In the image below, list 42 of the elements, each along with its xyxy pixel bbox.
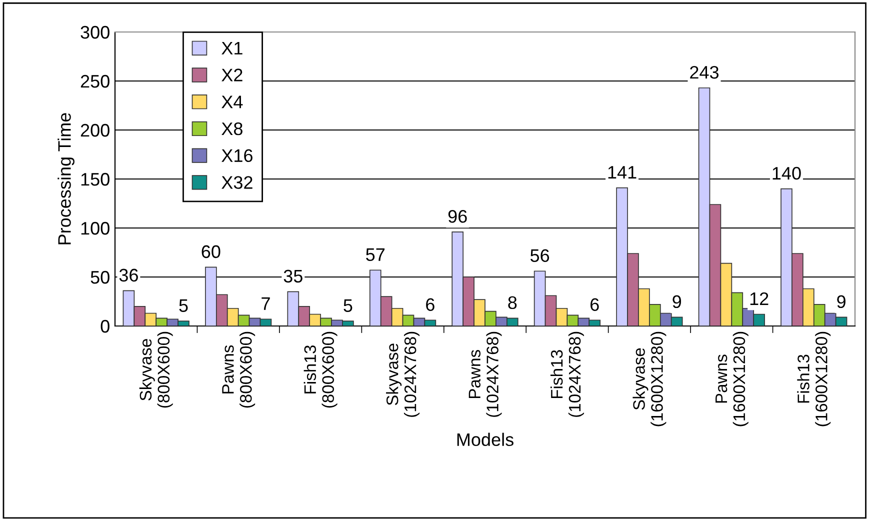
- legend-label: X32: [222, 176, 252, 189]
- y-tick-label: 200: [80, 124, 110, 137]
- data-label: 8: [508, 296, 517, 310]
- data-label: 140: [772, 166, 801, 180]
- x-tick-label: Pawns (1024X768): [468, 332, 502, 417]
- x-tick-label: Skyvase (1024X768): [386, 332, 420, 417]
- data-label: 57: [366, 248, 385, 262]
- x-tick-label: Pawns (800X600): [222, 332, 256, 408]
- data-label: 9: [837, 295, 846, 308]
- y-tick-label: 0: [100, 320, 110, 333]
- y-tick-label: 250: [80, 74, 110, 88]
- data-label: 96: [448, 210, 467, 223]
- data-label: 35: [284, 270, 302, 283]
- data-label: 5: [179, 299, 188, 312]
- data-label: 9: [672, 295, 682, 308]
- x-tick-label: Skyvase (800X600): [139, 332, 173, 408]
- data-label: 6: [426, 298, 434, 311]
- data-label: 5: [344, 299, 352, 312]
- legend-label: X4: [222, 96, 243, 108]
- x-tick-label: Fish13 (800X600): [304, 332, 338, 408]
- x-tick-label: Pawns (1600X1280): [716, 332, 748, 426]
- legend-label: X8: [222, 122, 242, 136]
- x-tick-label: Fish13 (1024X768): [550, 332, 584, 417]
- legend-label: X2: [222, 68, 242, 82]
- data-label: 7: [262, 297, 270, 310]
- y-tick-label: 300: [80, 26, 110, 39]
- data-label: 56: [530, 249, 550, 262]
- x-tick-label: Skyvase (1600X1280): [632, 332, 666, 426]
- data-label: 60: [202, 245, 220, 258]
- y-tick-label: 100: [81, 222, 110, 235]
- data-label: 36: [119, 268, 138, 282]
- data-label: 141: [608, 166, 636, 179]
- data-label: 243: [690, 66, 719, 79]
- legend-label: X1: [222, 42, 242, 54]
- y-tick-label: 150: [81, 172, 110, 186]
- y-axis-title: Processing Time: [58, 113, 74, 244]
- data-label: 6: [590, 298, 599, 311]
- y-tick-label: 50: [90, 270, 110, 284]
- x-axis-title: Models: [457, 432, 514, 446]
- x-tick-label: Fish13 (1600X1280): [797, 332, 831, 426]
- legend-label: X16: [222, 149, 252, 162]
- data-label: 12: [750, 292, 768, 305]
